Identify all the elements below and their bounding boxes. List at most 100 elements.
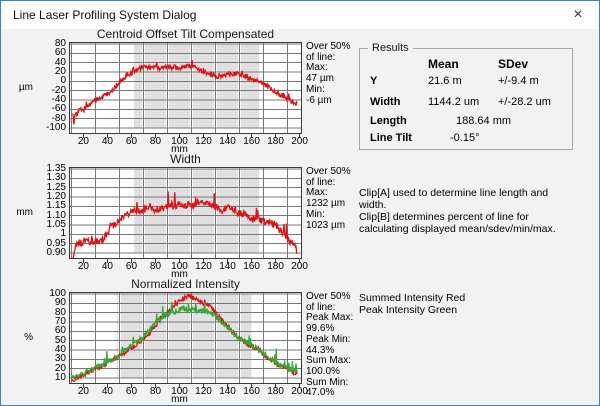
results-row-value: -0.15° bbox=[450, 132, 480, 144]
y-tick-label: 20 bbox=[54, 66, 66, 77]
y-tick-label: 0 bbox=[60, 75, 66, 87]
x-tick-label: 140 bbox=[219, 386, 236, 397]
y-tick-label: 1.10 bbox=[46, 209, 66, 221]
stat-line: 47.0% bbox=[306, 387, 335, 399]
stat-line: of line: bbox=[306, 51, 336, 63]
x-tick-label: 100 bbox=[171, 386, 188, 397]
y-tick-label: 1.15 bbox=[46, 200, 66, 212]
y-tick-label: 40 bbox=[54, 344, 66, 355]
stat-line: 99.6% bbox=[306, 323, 335, 335]
y-axis-unit: % bbox=[24, 332, 33, 343]
results-row-length: Length 188.64 mm bbox=[370, 115, 566, 127]
y-tick-label: 30 bbox=[54, 353, 66, 365]
x-tick-label: 200 bbox=[291, 261, 308, 272]
x-axis-unit: mm bbox=[171, 269, 188, 280]
results-row-label: Y bbox=[370, 75, 378, 87]
x-tick-label: 20 bbox=[77, 136, 89, 147]
x-tick-label: 120 bbox=[195, 261, 212, 272]
x-tick-label: 140 bbox=[219, 136, 236, 147]
y-tick-label: 60 bbox=[54, 325, 66, 337]
centroid-offset-trace bbox=[71, 60, 298, 125]
results-row-label: Line Tilt bbox=[370, 132, 412, 144]
intensity-legend-line: Summed Intensity Red bbox=[359, 292, 466, 304]
results-label: Results bbox=[368, 42, 413, 54]
y-tick-label: 80 bbox=[54, 38, 66, 49]
clip-note-line: Clip[A] used to determine line length an… bbox=[359, 187, 549, 199]
y-tick-label: -60 bbox=[51, 103, 66, 115]
y-tick-label: 80 bbox=[54, 306, 66, 318]
stat-line: Over 50% bbox=[306, 166, 351, 177]
x-tick-label: 40 bbox=[101, 386, 113, 397]
stat-line: Peak Min: bbox=[306, 333, 351, 345]
y-axis-unit: µm bbox=[18, 82, 33, 93]
y-tick-label: 70 bbox=[54, 316, 66, 327]
x-tick-label: 100 bbox=[171, 261, 188, 272]
x-tick-label: 40 bbox=[101, 261, 113, 272]
x-tick-label: 60 bbox=[125, 136, 138, 147]
x-axis-unit: mm bbox=[171, 394, 188, 405]
y-tick-label: 1.20 bbox=[46, 191, 66, 202]
x-axis-unit: mm bbox=[171, 144, 188, 155]
y-tick-label: 0.95 bbox=[46, 237, 66, 249]
y-tick-label: 40 bbox=[54, 56, 66, 68]
stat-line: of line: bbox=[306, 176, 336, 188]
results-row-sdev: +/-9.4 m bbox=[498, 75, 539, 87]
clip-note-line: width. bbox=[359, 199, 387, 211]
stat-line: 47 µm bbox=[306, 73, 334, 85]
x-tick-label: 180 bbox=[267, 136, 284, 147]
y-tick-label: -40 bbox=[51, 94, 66, 105]
x-tick-label: 80 bbox=[149, 136, 162, 147]
results-col-sdev: SDev bbox=[498, 57, 529, 71]
results-row-mean: 1144.2 um bbox=[428, 96, 480, 108]
y-tick-label: 60 bbox=[54, 47, 66, 59]
x-tick-label: 80 bbox=[149, 386, 162, 397]
x-tick-label: 160 bbox=[243, 261, 260, 272]
x-tick-label: 200 bbox=[291, 136, 308, 147]
chart-title-centroid-offset: Centroid Offset Tilt Compensated bbox=[96, 27, 275, 41]
x-tick-label: 120 bbox=[195, 136, 212, 147]
stat-line: Min: bbox=[306, 208, 325, 220]
stat-line: Over 50% bbox=[306, 41, 351, 52]
y-tick-label: 1.05 bbox=[46, 219, 66, 230]
y-tick-label: 20 bbox=[54, 362, 66, 374]
side-stats-centroid-offset: Over 50% of line: Max: 47 µm Min: -6 µm bbox=[306, 41, 351, 106]
chart-title-width: Width bbox=[170, 152, 201, 166]
x-tick-label: 100 bbox=[171, 136, 188, 147]
close-button[interactable]: × bbox=[573, 6, 583, 23]
plot-normalized-intensity bbox=[69, 292, 302, 388]
x-tick-label: 60 bbox=[125, 261, 138, 272]
x-tick-label: 60 bbox=[125, 386, 138, 397]
stat-line: 1023 µm bbox=[306, 219, 346, 231]
clip-note: Clip[A] used to determine line length an… bbox=[359, 187, 556, 235]
stat-line: 1232 µm bbox=[306, 198, 346, 210]
window-title: Line Laser Profiling System Dialog bbox=[13, 8, 197, 22]
results-row-line-tilt: Line Tilt -0.15° bbox=[370, 132, 566, 144]
y-tick-label: 1.35 bbox=[46, 163, 66, 174]
results-row-y: Y 21.6 m +/-9.4 m bbox=[370, 75, 566, 87]
results-row-sdev: +/-28.2 um bbox=[498, 96, 551, 108]
y-axis-unit: mm bbox=[16, 207, 33, 218]
stat-line: -6 µm bbox=[306, 94, 332, 106]
stat-line: of line: bbox=[306, 301, 336, 313]
plot-width bbox=[69, 167, 302, 263]
y-tick-label: 1.25 bbox=[46, 181, 66, 193]
results-spacer bbox=[370, 57, 428, 71]
results-grid: Mean SDev Y 21.6 m +/-9.4 m Width 1144.2… bbox=[370, 57, 566, 144]
results-col-mean: Mean bbox=[428, 57, 459, 71]
clip-note-line: Clip[B] determines percent of line for bbox=[359, 211, 529, 223]
side-stats-normalized-intensity: Over 50% of line: Peak Max: 99.6% Peak Min: 4… bbox=[306, 291, 353, 399]
results-row-mean: 21.6 m bbox=[428, 75, 462, 87]
stat-line: Max: bbox=[306, 62, 328, 74]
y-tick-label: 100 bbox=[49, 288, 66, 299]
x-tick-label: 140 bbox=[219, 261, 236, 272]
y-tick-label: 1 bbox=[60, 228, 66, 240]
x-tick-label: 20 bbox=[77, 261, 89, 272]
stat-line: 44.3% bbox=[306, 344, 335, 356]
y-tick-label: -80 bbox=[51, 112, 66, 124]
plot-centroid-offset bbox=[69, 42, 302, 138]
x-tick-label: 180 bbox=[267, 261, 284, 272]
title-bar: Line Laser Profiling System Dialog × bbox=[1, 1, 599, 29]
chart-title-normalized-intensity: Normalized Intensity bbox=[131, 277, 240, 291]
x-tick-label: 120 bbox=[195, 386, 212, 397]
